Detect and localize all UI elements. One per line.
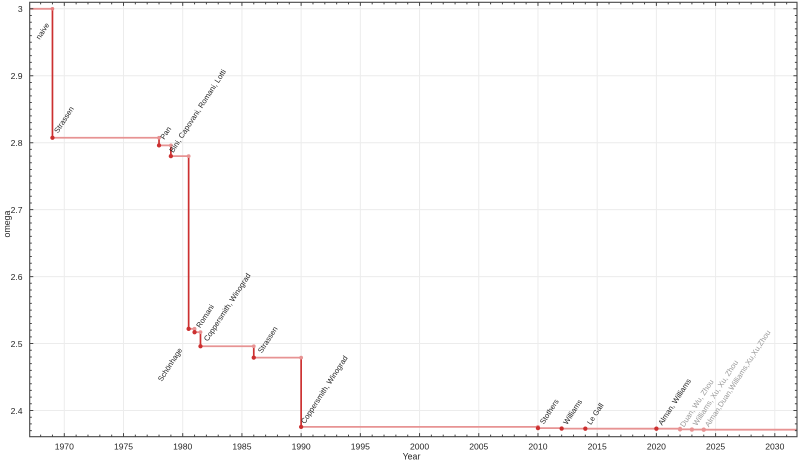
svg-text:2.8: 2.8 (11, 138, 23, 148)
svg-text:1995: 1995 (351, 441, 370, 451)
svg-text:Year: Year (403, 451, 421, 460)
svg-text:2010: 2010 (528, 441, 547, 451)
svg-text:1980: 1980 (173, 441, 192, 451)
svg-text:3: 3 (18, 4, 23, 14)
svg-text:2.4: 2.4 (11, 406, 23, 416)
svg-text:2.6: 2.6 (11, 272, 23, 282)
svg-text:1985: 1985 (232, 441, 251, 451)
svg-text:2.9: 2.9 (11, 71, 23, 81)
svg-text:omega: omega (2, 210, 12, 237)
svg-text:2.7: 2.7 (11, 205, 23, 215)
svg-text:2025: 2025 (706, 441, 725, 451)
svg-text:2005: 2005 (469, 441, 488, 451)
svg-text:2000: 2000 (410, 441, 429, 451)
svg-text:1975: 1975 (114, 441, 133, 451)
svg-text:2030: 2030 (765, 441, 784, 451)
svg-text:2020: 2020 (647, 441, 666, 451)
svg-text:1970: 1970 (55, 441, 74, 451)
svg-text:2.5: 2.5 (11, 339, 23, 349)
svg-text:1990: 1990 (292, 441, 311, 451)
svg-text:2015: 2015 (588, 441, 607, 451)
